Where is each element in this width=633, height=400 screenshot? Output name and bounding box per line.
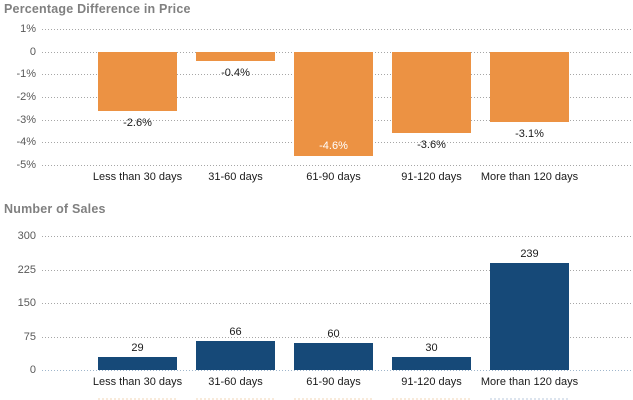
chart-number-of-sales: Number of Sales 300 225 150 75 0 29 Less than … <box>0 200 633 400</box>
bar-more-than-120-days[interactable] <box>490 51 569 122</box>
y-axis-tick-label: 300 <box>17 230 36 242</box>
data-label: -3.6% <box>417 139 446 152</box>
gridline-y-1% <box>42 29 633 30</box>
cropped-bar-top-sliver <box>98 398 177 400</box>
y-axis-tick-label: -1% <box>16 68 36 81</box>
data-label: 66 <box>229 325 242 338</box>
data-label: -2.6% <box>123 116 152 129</box>
cropped-bar-top-sliver <box>392 398 471 400</box>
bar-31-60-days[interactable] <box>196 340 275 370</box>
gridline-y-0 <box>42 370 633 371</box>
x-axis-category-label: More than 120 days <box>480 376 579 388</box>
y-axis-tick-label: -4% <box>16 136 36 149</box>
bar-less-than-30-days[interactable] <box>98 51 177 111</box>
bar-31-60-days[interactable] <box>196 51 275 61</box>
bar-61-90-days[interactable] <box>294 51 373 156</box>
data-label: 29 <box>131 342 144 354</box>
gridline-y-300 <box>42 236 633 237</box>
x-axis-category-label: More than 120 days <box>480 171 579 183</box>
x-axis-category-label: 61-90 days <box>306 171 361 183</box>
x-axis-category-label: 31-60 days <box>208 376 263 388</box>
gridline-y-225 <box>42 269 633 271</box>
gridline-y--5% <box>42 165 633 166</box>
data-label: 30 <box>425 341 438 354</box>
y-axis-tick-label: -3% <box>16 113 36 126</box>
data-label: 60 <box>327 328 340 341</box>
chart-percentage-difference-in-price: Percentage Difference in Price 1% 0 -1% -2%… <box>4 2 633 183</box>
data-label: -0.4% <box>221 66 250 79</box>
data-label: -4.6% <box>319 139 348 152</box>
cropped-bar-top-sliver <box>294 398 373 400</box>
chart-title: Percentage Difference in Price <box>4 2 191 16</box>
chart-title: Number of Sales <box>4 202 106 216</box>
x-axis-category-label: Less than 30 days <box>92 376 183 388</box>
bar-91-120-days[interactable] <box>392 51 471 134</box>
x-axis-category-label: Less than 30 days <box>92 171 183 183</box>
bar-less-than-30-days[interactable] <box>98 357 177 370</box>
y-axis-tick-label: 150 <box>17 297 36 309</box>
y-axis-tick-label: -5% <box>16 159 36 171</box>
cropped-bar-top-sliver <box>490 398 569 400</box>
data-label: 239 <box>520 248 539 261</box>
gridline-y-150 <box>42 303 633 304</box>
x-axis-category-label: 31-60 days <box>208 171 263 183</box>
y-axis-tick-label: 0 <box>29 364 36 376</box>
gridline-y-75 <box>42 336 633 338</box>
x-axis-category-label: 91-120 days <box>401 171 462 183</box>
bar-more-than-120-days[interactable] <box>490 263 569 370</box>
y-axis-tick-label: -2% <box>16 91 36 103</box>
data-label: -3.1% <box>515 127 544 140</box>
bar-61-90-days[interactable] <box>294 343 373 370</box>
y-axis-tick-label: 75 <box>23 330 36 343</box>
bar-91-120-days[interactable] <box>392 356 471 370</box>
y-axis-tick-label: 225 <box>17 263 36 276</box>
y-axis-tick-label: 1% <box>20 23 36 35</box>
x-axis-category-label: 61-90 days <box>306 376 361 388</box>
cropped-bar-top-sliver <box>196 398 275 400</box>
x-axis-category-label: 91-120 days <box>401 376 462 388</box>
y-axis-tick-label: 0 <box>29 45 36 58</box>
